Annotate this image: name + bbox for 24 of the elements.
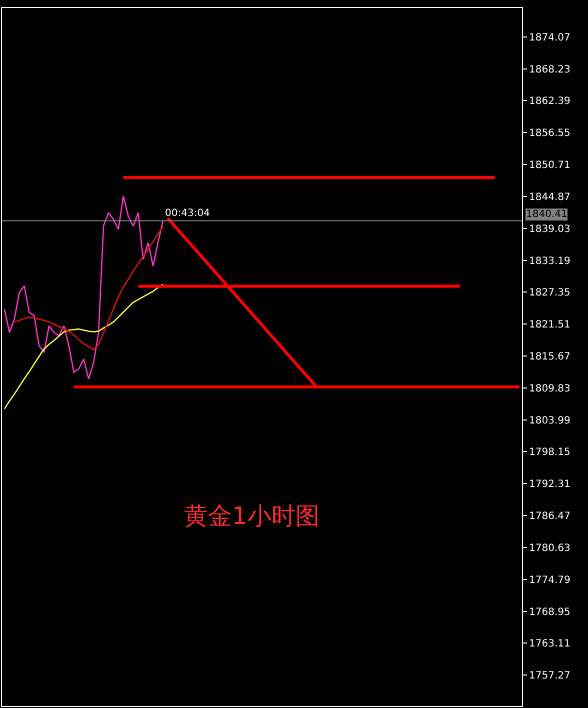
y-tick-label: 1774.79 [529, 574, 570, 586]
y-tick-label: 1862.39 [529, 96, 570, 108]
y-tick-label: 1815.67 [529, 351, 570, 362]
y-tick-label: 1809.83 [529, 383, 570, 394]
y-tick-label: 1763.11 [529, 638, 570, 650]
y-tick-label: 1874.07 [529, 32, 570, 44]
y-tick-label: 1827.35 [529, 288, 570, 299]
y-tick-label: 1833.19 [529, 256, 570, 267]
y-tick-label: 1839.03 [529, 224, 570, 235]
y-tick-label: 1798.15 [529, 447, 570, 458]
y-tick-label: 1803.99 [529, 415, 570, 426]
y-tick-label: 1856.55 [529, 128, 570, 140]
y-tick-label: 1757.27 [529, 670, 570, 682]
y-tick-label: 1850.71 [529, 160, 570, 172]
y-tick-label: 1786.47 [529, 511, 570, 522]
annotation: 00:43:04 [165, 208, 210, 219]
ref-line-label: 1840.41 [526, 209, 568, 220]
y-tick-label: 1780.63 [529, 542, 570, 554]
y-tick-label: 1821.51 [529, 320, 570, 331]
y-tick-label: 1768.95 [529, 606, 570, 618]
y-tick-label: 1792.31 [529, 479, 570, 490]
y-tick-label: 1844.87 [529, 192, 570, 203]
annotation: 黄金1小时图 [184, 502, 320, 530]
y-tick-label: 1868.23 [529, 64, 570, 76]
